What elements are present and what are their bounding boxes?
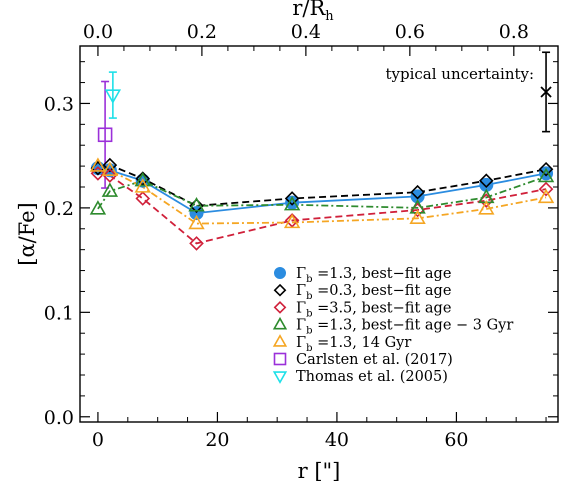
legend-series-name: =1.3, best−fit age bbox=[312, 266, 451, 282]
series-6-point bbox=[104, 89, 122, 104]
y-tick-label: 0.1 bbox=[44, 302, 74, 324]
ticks: 0 20 40 60 0.0 0.1 0.2 0.3 0.0 0.2 0.4 0.6 0.8 bbox=[44, 21, 558, 451]
legend-label-3: Γb =1.3, best−fit age − 3 Gyr bbox=[296, 318, 513, 337]
series-4-point bbox=[134, 178, 151, 193]
series-1-point bbox=[538, 161, 554, 177]
series-0-point bbox=[189, 206, 204, 221]
series-3-point bbox=[101, 182, 119, 197]
series-1-point bbox=[189, 198, 204, 214]
legend-gamma-symbol: Γ bbox=[296, 283, 306, 299]
series-2-point bbox=[189, 236, 204, 251]
top-tick-label: 0.0 bbox=[83, 21, 113, 43]
x-tick-label: 20 bbox=[205, 429, 229, 451]
typical-uncertainty-label: typical uncertainty: bbox=[385, 65, 534, 83]
legend-series-name: =0.3, best−fit age bbox=[312, 283, 451, 299]
y-tick-label: 0.0 bbox=[44, 407, 74, 429]
x-tick-label: 40 bbox=[325, 429, 349, 451]
series-1-point bbox=[478, 173, 494, 189]
axes-frame bbox=[79, 45, 559, 423]
series-4-point bbox=[283, 213, 301, 229]
series-3-point bbox=[188, 197, 205, 212]
series-1-line bbox=[97, 164, 547, 207]
legend-series-name: =1.3, best−fit age − 3 Gyr bbox=[312, 318, 513, 334]
top-tick-label: 0.4 bbox=[291, 21, 321, 43]
legend-marker-6 bbox=[272, 371, 288, 384]
x-tick-label: 0 bbox=[92, 429, 104, 451]
series-lines bbox=[97, 164, 547, 245]
legend-marker-0 bbox=[274, 267, 286, 279]
series-2-point bbox=[135, 191, 151, 206]
legend-gamma-subscript: b bbox=[306, 343, 312, 354]
legend-gamma-symbol: Γ bbox=[296, 318, 306, 334]
legend-label-1: Γb =0.3, best−fit age bbox=[296, 283, 451, 302]
legend-series-name: =1.3, 14 Gyr bbox=[312, 335, 411, 351]
series-4-point bbox=[478, 200, 495, 215]
top-tick-label: 0.6 bbox=[395, 21, 425, 43]
y-tick-label: 0.3 bbox=[44, 93, 74, 115]
legend-marker-1 bbox=[273, 283, 287, 297]
series-3-point bbox=[89, 200, 107, 215]
legend-marker-5 bbox=[273, 352, 287, 366]
plot-frame bbox=[79, 45, 559, 423]
series-2-line bbox=[97, 172, 547, 245]
top-tick-label: 0.8 bbox=[499, 21, 529, 43]
series-2-point bbox=[102, 168, 118, 183]
series-4-point bbox=[188, 214, 205, 230]
legend-gamma-subscript: b bbox=[306, 274, 312, 285]
legend-marker-3 bbox=[272, 316, 288, 330]
series-3-point bbox=[134, 171, 151, 187]
legend-gamma-symbol: Γ bbox=[296, 300, 306, 316]
x-tick-label: 60 bbox=[444, 429, 468, 451]
series-4-point bbox=[409, 209, 426, 225]
series-4-point bbox=[101, 161, 119, 176]
legend-marker-4 bbox=[272, 334, 288, 347]
legend-gamma-symbol: Γ bbox=[296, 335, 306, 351]
typical-uncertainty-marker bbox=[540, 86, 552, 98]
series-1-point bbox=[284, 191, 300, 206]
legend-label-0: Γb =1.3, best−fit age bbox=[296, 266, 451, 285]
top-tick-label: 0.2 bbox=[187, 21, 217, 43]
y-tick-label: 0.2 bbox=[44, 198, 74, 220]
series-3-line bbox=[97, 175, 547, 210]
series-3-point bbox=[283, 195, 301, 211]
legend-label-6: Thomas et al. (2005) bbox=[296, 369, 448, 385]
data-markers bbox=[89, 89, 555, 251]
legend-label-5: Carlsten et al. (2017) bbox=[296, 352, 453, 368]
series-1-point bbox=[410, 184, 425, 200]
top-axis-label-subscript: h bbox=[325, 9, 334, 24]
series-5-point bbox=[97, 127, 113, 143]
series-3-point bbox=[537, 167, 555, 183]
legend-label-2: Γb =3.5, best−fit age bbox=[296, 300, 451, 319]
legend-gamma-subscript: b bbox=[306, 326, 312, 337]
series-4-point bbox=[537, 188, 555, 204]
legend-label-4: Γb =1.3, 14 Gyr bbox=[296, 335, 411, 354]
x-axis-label: r ["] bbox=[298, 459, 341, 483]
series-2-point bbox=[538, 181, 554, 197]
legend-marker-2 bbox=[273, 301, 287, 314]
annotations: typical uncertainty: bbox=[385, 51, 552, 133]
legend-gamma-subscript: b bbox=[306, 291, 312, 302]
series-4-point bbox=[89, 157, 107, 172]
y-axis-label: [α/Fe] bbox=[15, 202, 39, 266]
series-1-point bbox=[102, 157, 118, 173]
legend-gamma-subscript: b bbox=[306, 308, 312, 319]
legend-series-name: =3.5, best−fit age bbox=[312, 300, 451, 316]
legend-gamma-symbol: Γ bbox=[296, 266, 306, 282]
